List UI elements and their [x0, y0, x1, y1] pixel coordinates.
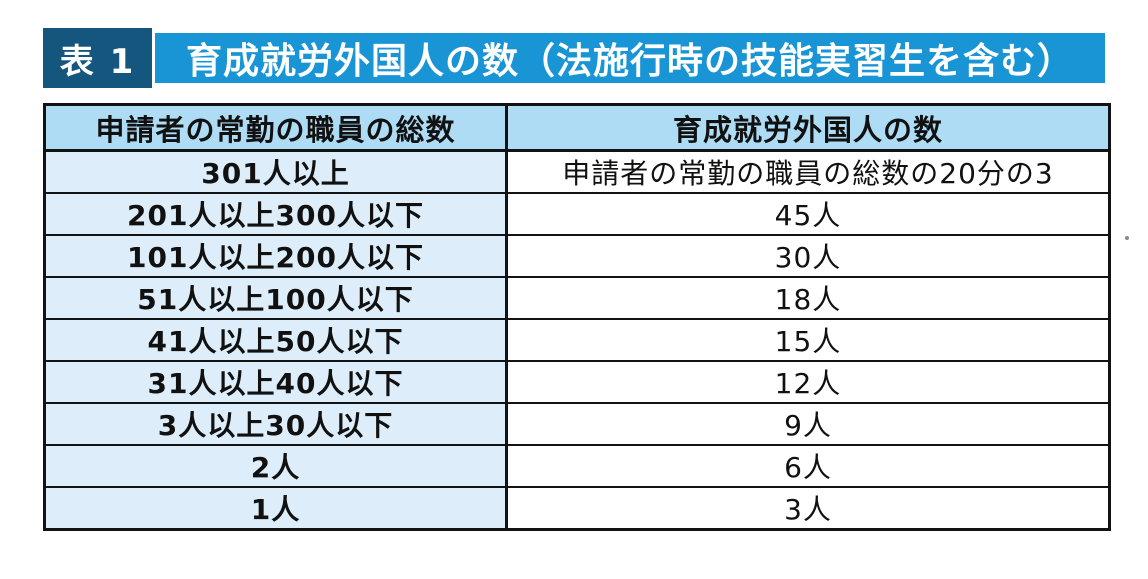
staff-total-cell: 201人以上300人以下: [43, 192, 508, 236]
table-row: 31人以上40人以下 12人: [43, 360, 1111, 404]
table-row: 2人 6人: [43, 444, 1111, 488]
table-row: 51人以上100人以下 18人: [43, 276, 1111, 320]
worker-count-cell: 18人: [505, 276, 1111, 320]
table-row: 301人以上 申請者の常勤の職員の総数の20分の3: [43, 149, 1111, 194]
staff-total-cell: 41人以上50人以下: [43, 318, 508, 362]
table-row: 1人 3人: [43, 486, 1111, 531]
table-title: 育成就労外国人の数（法施行時の技能実習生を含む）: [155, 33, 1105, 83]
table-number-tag: 表 1: [43, 28, 152, 88]
staff-total-cell: 3人以上30人以下: [43, 402, 508, 446]
staff-total-cell: 101人以上200人以下: [43, 234, 508, 278]
worker-count-cell: 30人: [505, 234, 1111, 278]
worker-count-cell: 12人: [505, 360, 1111, 404]
staff-total-cell: 2人: [43, 444, 508, 488]
scan-artifact-dot: [1125, 236, 1129, 240]
worker-count-cell: 6人: [505, 444, 1111, 488]
header-row: 申請者の常勤の職員の総数 育成就労外国人の数: [43, 103, 1111, 152]
column-header-foreign-workers: 育成就労外国人の数: [505, 103, 1111, 152]
staff-total-cell: 301人以上: [43, 149, 508, 194]
worker-count-cell: 9人: [505, 402, 1111, 446]
staff-total-cell: 31人以上40人以下: [43, 360, 508, 404]
worker-count-cell: 15人: [505, 318, 1111, 362]
worker-count-cell: 45人: [505, 192, 1111, 236]
table-row: 101人以上200人以下 30人: [43, 234, 1111, 278]
table-row: 201人以上300人以下 45人: [43, 192, 1111, 236]
table-row: 41人以上50人以下 15人: [43, 318, 1111, 362]
table-title-banner: 表 1 育成就労外国人の数（法施行時の技能実習生を含む）: [43, 28, 1105, 88]
worker-count-table: 申請者の常勤の職員の総数 育成就労外国人の数 301人以上 申請者の常勤の職員の…: [43, 103, 1111, 531]
staff-total-cell: 51人以上100人以下: [43, 276, 508, 320]
worker-count-cell: 3人: [505, 486, 1111, 531]
staff-total-cell: 1人: [43, 486, 508, 531]
worker-count-cell: 申請者の常勤の職員の総数の20分の3: [505, 149, 1111, 194]
table-row: 3人以上30人以下 9人: [43, 402, 1111, 446]
column-header-staff-total: 申請者の常勤の職員の総数: [43, 103, 508, 152]
